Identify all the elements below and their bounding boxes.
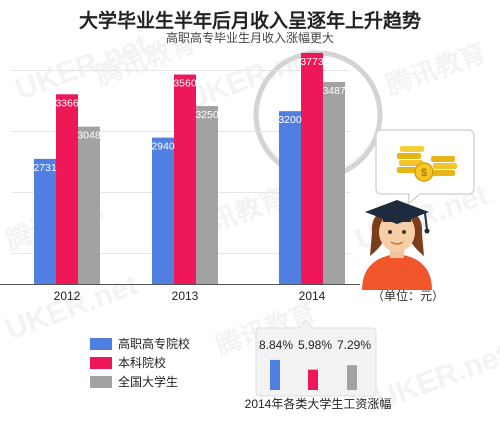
inset-bar (270, 359, 280, 390)
inset-bar (308, 369, 318, 390)
bar-value-label: 3560 (173, 78, 197, 90)
bar-value-label: 3773 (300, 56, 324, 68)
bar (78, 126, 100, 285)
inset-title: 2014年各类大学生工资涨幅 (245, 396, 392, 411)
inset-labels-layer: 8.84% 5.98% 7.29% (259, 338, 371, 352)
inset-value-label: 7.29% (337, 338, 371, 352)
inset-value-label: 5.98% (298, 338, 332, 352)
bar (279, 111, 301, 285)
watermark-text: 腾讯教育 (382, 37, 490, 101)
bar-value-label: 2940 (151, 141, 175, 153)
bar-value-label: 3366 (55, 97, 79, 109)
inset-bars-layer (270, 359, 357, 390)
bar (174, 74, 196, 284)
bar-value-label: 3048 (77, 130, 101, 142)
legend-label: 高职高专院校 (118, 336, 190, 351)
bar-value-label: 3250 (195, 109, 219, 121)
inset-value-label: 8.84% (259, 338, 293, 352)
bar-value-label: 3200 (278, 114, 302, 126)
bar-value-label: 2731 (33, 162, 57, 174)
legend-label: 全国大学生 (118, 374, 178, 389)
value-labels-layer: 2731 3366 3048 2940 3560 3250 3200 3773 3487 (33, 56, 346, 174)
bar (152, 137, 174, 284)
gold-coins-icon: $ (397, 146, 457, 182)
bar (323, 81, 345, 284)
x-tick-label: 2012 (54, 289, 81, 303)
bar-value-label: 3487 (322, 85, 346, 97)
x-tick-label: 2013 (172, 289, 199, 303)
growth-inset: 8.84% 5.98% 7.29% 2014年各类大学生工资涨幅 (245, 319, 392, 411)
unit-label: （单位：元） (372, 288, 444, 303)
chart-subtitle: 高职高专毕业生月收入涨幅更大 (165, 31, 334, 45)
bar (301, 52, 323, 284)
inset-bar (347, 365, 357, 390)
graduate-icon (362, 200, 432, 290)
legend-label: 本科院校 (118, 355, 166, 370)
legend-swatch (90, 376, 112, 388)
bars-layer (34, 52, 345, 285)
bar (56, 94, 78, 284)
legend-swatch (90, 338, 112, 350)
inset-frame (255, 319, 377, 397)
x-axis: 2012 2013 2014 (0, 284, 360, 303)
bar (196, 106, 218, 284)
bar (34, 158, 56, 284)
coins-bubble: $ (375, 129, 475, 206)
x-tick-label: 2014 (299, 289, 326, 303)
chart-title: 大学毕业生半年后月收入呈逐年上升趋势 (78, 11, 421, 32)
svg-text:$: $ (421, 167, 427, 179)
legend-swatch (90, 357, 112, 369)
